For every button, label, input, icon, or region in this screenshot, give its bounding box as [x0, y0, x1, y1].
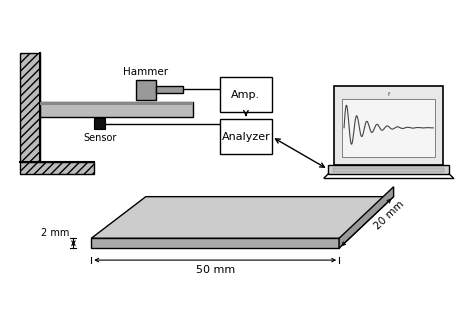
- Polygon shape: [91, 238, 339, 248]
- Bar: [20, 53, 40, 162]
- Bar: [220, 77, 272, 113]
- Text: Sensor: Sensor: [83, 133, 117, 143]
- Bar: [156, 86, 183, 93]
- Bar: [20, 162, 94, 174]
- Bar: [94, 118, 105, 129]
- Bar: [328, 165, 449, 174]
- Text: 20 mm: 20 mm: [373, 198, 406, 231]
- Bar: [40, 101, 193, 106]
- Bar: [136, 80, 156, 100]
- Text: Hammer: Hammer: [123, 67, 168, 77]
- Text: f: f: [388, 92, 390, 97]
- Polygon shape: [91, 197, 393, 238]
- Polygon shape: [339, 187, 393, 248]
- Text: 50 mm: 50 mm: [196, 265, 235, 275]
- Text: 2 mm: 2 mm: [41, 228, 70, 238]
- Text: Amp.: Amp.: [231, 90, 261, 100]
- Bar: [334, 86, 443, 165]
- Bar: [333, 168, 444, 172]
- Text: Analyzer: Analyzer: [221, 132, 270, 142]
- Bar: [342, 99, 435, 157]
- Bar: [220, 119, 272, 154]
- Bar: [40, 101, 193, 117]
